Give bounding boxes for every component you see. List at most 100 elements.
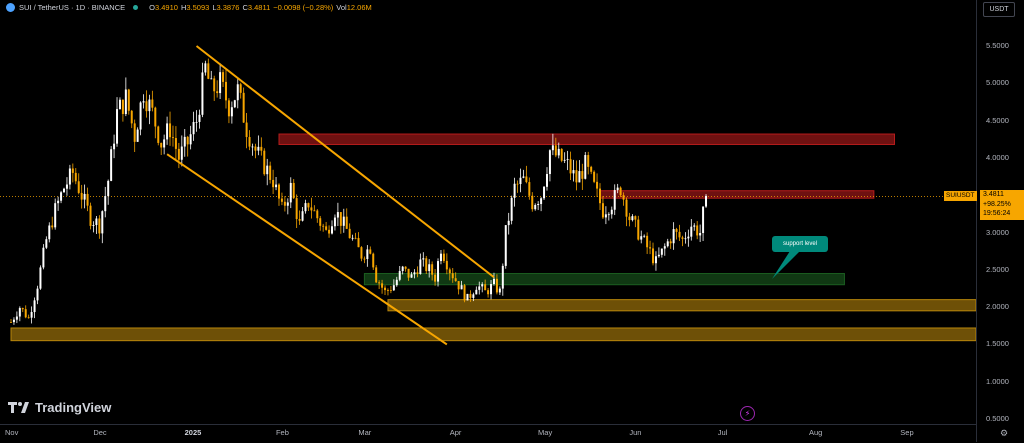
candle-body bbox=[148, 99, 151, 112]
candle-body bbox=[619, 187, 622, 196]
candle-body bbox=[319, 218, 322, 226]
candle-body bbox=[572, 170, 575, 174]
candle-body bbox=[531, 195, 534, 210]
low-label: L bbox=[212, 3, 217, 12]
candle-body bbox=[233, 100, 236, 108]
gear-icon[interactable]: ⚙ bbox=[1000, 428, 1009, 438]
candle-body bbox=[366, 249, 369, 260]
currency-button[interactable]: USDT bbox=[983, 2, 1015, 17]
candle-body bbox=[186, 136, 189, 145]
candle-body bbox=[207, 63, 210, 79]
candle-body bbox=[30, 312, 33, 318]
candle-body bbox=[224, 81, 227, 101]
candle-body bbox=[351, 237, 354, 239]
symbol-title[interactable]: SUI / TetherUS · 1D · BINANCE bbox=[19, 3, 126, 12]
chart-area[interactable] bbox=[0, 0, 977, 424]
price-chart[interactable] bbox=[0, 0, 977, 424]
candle-body bbox=[369, 249, 372, 254]
open-label: O bbox=[149, 3, 155, 12]
lightning-icon[interactable]: ⚡ bbox=[740, 406, 755, 421]
price-tick-label: 1.5000 bbox=[986, 339, 1009, 349]
candle-body bbox=[646, 235, 649, 248]
candle-body bbox=[169, 123, 172, 138]
candle-body bbox=[222, 72, 225, 82]
time-tick-label: 2025 bbox=[184, 428, 202, 437]
candle-body bbox=[45, 239, 48, 248]
time-tick-label: Dec bbox=[93, 428, 107, 437]
candle-body bbox=[528, 182, 531, 196]
candle-body bbox=[472, 294, 475, 298]
candle-body bbox=[590, 166, 593, 172]
price-tick-label: 3.0000 bbox=[986, 227, 1009, 237]
candle-body bbox=[422, 258, 425, 260]
candle-body bbox=[434, 274, 437, 282]
candle-body bbox=[649, 247, 652, 249]
last-price-change: +98.25% bbox=[983, 200, 1011, 208]
price-axis[interactable] bbox=[976, 0, 1024, 442]
tradingview-mark-icon bbox=[8, 402, 29, 413]
support-level-callout[interactable]: support level bbox=[772, 236, 828, 252]
time-tick-label: Mar bbox=[358, 428, 372, 437]
candle-body bbox=[118, 99, 121, 110]
candle-body bbox=[384, 287, 387, 291]
candle-body bbox=[57, 200, 60, 204]
candle-body bbox=[154, 107, 157, 127]
channel-line-2 bbox=[166, 153, 448, 346]
candle-body bbox=[448, 269, 451, 274]
candle-body bbox=[575, 170, 578, 183]
candle-body bbox=[110, 149, 113, 181]
candle-body bbox=[124, 89, 127, 115]
candle-body bbox=[74, 172, 77, 182]
candle-body bbox=[551, 145, 554, 151]
candle-body bbox=[363, 258, 366, 260]
candle-body bbox=[654, 256, 657, 264]
candle-body bbox=[587, 155, 590, 167]
candle-body bbox=[92, 225, 95, 226]
candle-body bbox=[242, 92, 245, 123]
candle-body bbox=[445, 260, 448, 270]
candle-body bbox=[104, 196, 107, 212]
time-tick-label: Jun bbox=[629, 428, 642, 437]
candle-body bbox=[669, 241, 672, 244]
candle-body bbox=[304, 203, 307, 212]
candle-body bbox=[342, 216, 345, 226]
candle-body bbox=[121, 99, 124, 115]
candle-body bbox=[307, 203, 310, 208]
candle-body bbox=[613, 190, 616, 210]
candle-body bbox=[60, 192, 63, 201]
candle-body bbox=[310, 207, 313, 211]
close-value: 3.4811 bbox=[247, 3, 271, 12]
candle-body bbox=[563, 159, 566, 161]
channel-line-1 bbox=[195, 45, 495, 279]
candle-body bbox=[660, 248, 663, 255]
candle-body bbox=[280, 198, 283, 202]
candle-body bbox=[145, 101, 148, 112]
candle-body bbox=[21, 308, 24, 310]
candle-body bbox=[702, 206, 705, 233]
candle-body bbox=[663, 246, 666, 249]
candle-body bbox=[333, 217, 336, 227]
time-tick-label: Aug bbox=[808, 428, 823, 437]
candle-body bbox=[481, 284, 484, 287]
candle-body bbox=[466, 293, 469, 301]
candle-body bbox=[419, 259, 422, 275]
candle-body bbox=[484, 284, 487, 291]
candle-body bbox=[540, 198, 543, 204]
candle-body bbox=[201, 72, 204, 115]
price-tick-label: 5.5000 bbox=[986, 41, 1009, 50]
tradingview-logo[interactable]: TradingView bbox=[8, 400, 111, 415]
time-axis[interactable] bbox=[0, 424, 976, 443]
candle-body bbox=[54, 203, 57, 228]
candle-body bbox=[248, 137, 251, 147]
candle-body bbox=[389, 290, 392, 291]
candle-body bbox=[360, 247, 363, 259]
candle-body bbox=[643, 235, 646, 237]
candle-body bbox=[65, 184, 68, 189]
candle-body bbox=[386, 290, 389, 291]
candle-body bbox=[48, 225, 51, 240]
candle-body bbox=[331, 226, 334, 234]
candle-body bbox=[177, 148, 180, 160]
price-tick-label: 0.5000 bbox=[986, 414, 1009, 423]
candle-body bbox=[487, 290, 490, 295]
price-tick-label: 5.0000 bbox=[986, 78, 1009, 88]
